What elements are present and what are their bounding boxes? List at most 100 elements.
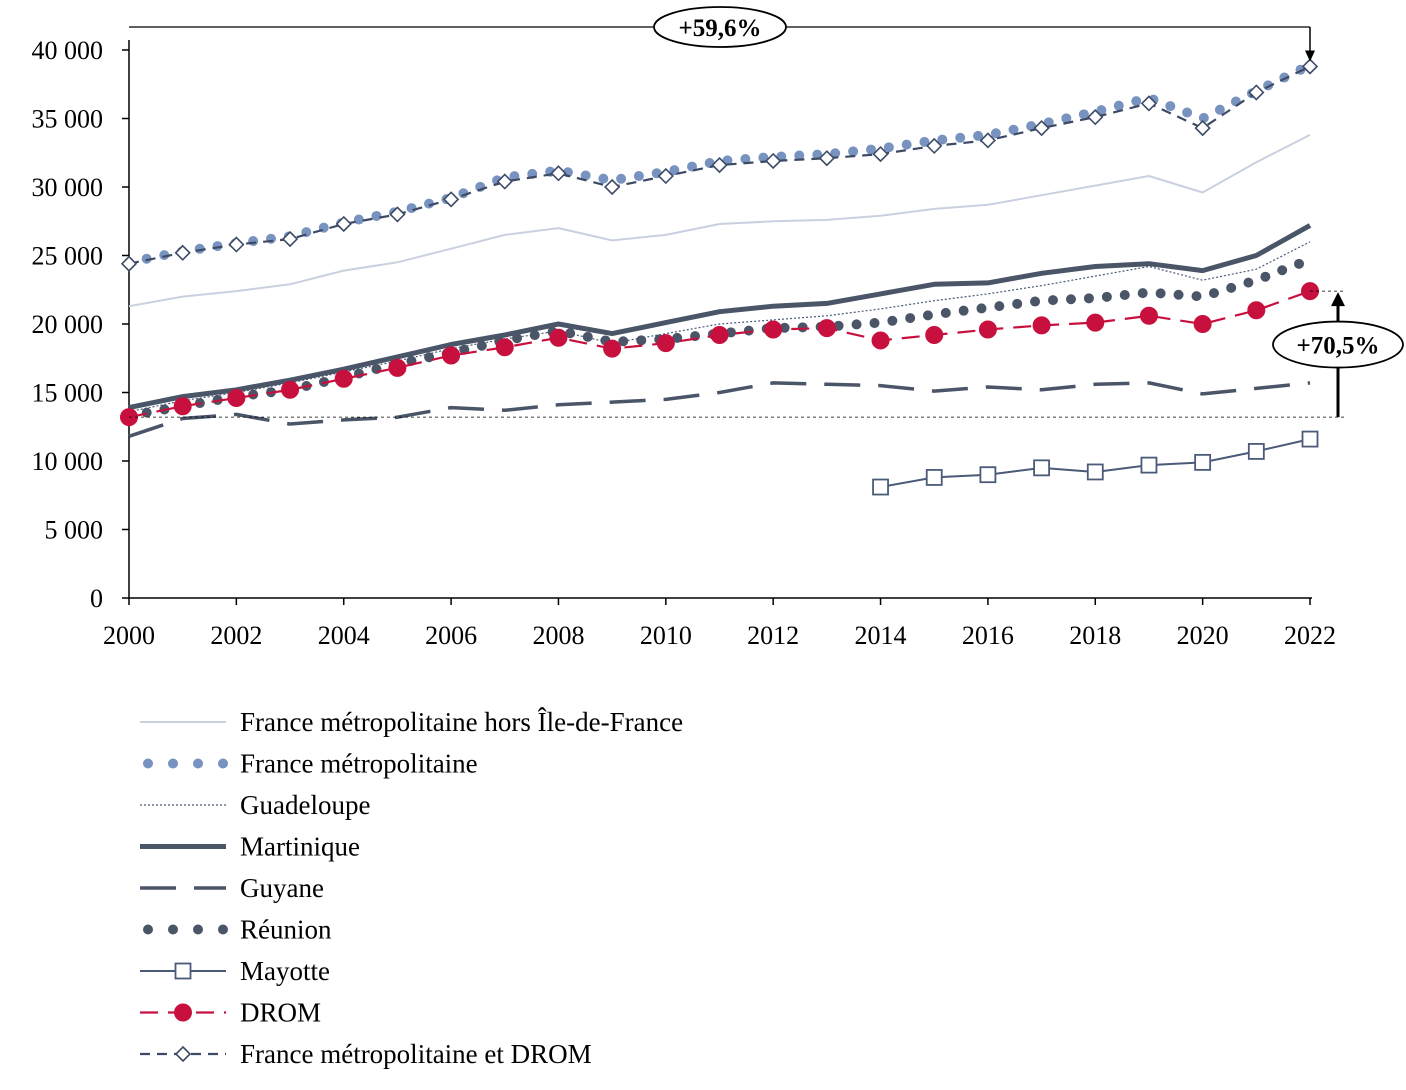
legend-label: Martinique — [240, 832, 360, 862]
circle-marker — [1193, 315, 1212, 333]
x-tick-label: 2012 — [747, 621, 799, 650]
series-line — [128, 223, 1312, 411]
legend: France métropolitaine hors Île-de-France… — [140, 707, 683, 1069]
diamond-marker — [1301, 58, 1319, 75]
series-7 — [120, 282, 1319, 427]
x-tick-label: 2010 — [640, 621, 692, 650]
x-tick-label: 2016 — [962, 621, 1014, 650]
diamond-marker — [604, 178, 621, 196]
x-tick-label: 2006 — [425, 621, 477, 650]
circle-marker — [227, 388, 246, 407]
legend-label: France métropolitaine hors Île-de-France — [240, 707, 683, 737]
circle-marker — [442, 346, 461, 365]
diamond-marker — [657, 167, 674, 185]
circle-marker — [1247, 301, 1266, 320]
y-tick-label: 20 000 — [32, 310, 104, 339]
circle-marker — [925, 325, 944, 344]
series-layer — [120, 58, 1319, 496]
legend-label: France métropolitaine — [240, 749, 478, 779]
y-tick-label: 0 — [90, 584, 103, 613]
y-tick-label: 15 000 — [32, 379, 104, 408]
y-tick-label: 25 000 — [32, 242, 104, 271]
diamond-marker — [120, 255, 138, 272]
series-4 — [128, 381, 1311, 438]
diamond-marker — [1033, 119, 1050, 137]
circle-marker — [1086, 313, 1105, 332]
diamond-marker — [711, 156, 728, 174]
diamond-marker — [1140, 95, 1158, 112]
right-label-bubble — [1272, 320, 1404, 369]
legend-label: Mayotte — [240, 956, 330, 986]
y-tick-label: 30 000 — [32, 173, 104, 202]
diamond-marker — [872, 145, 889, 163]
circle-marker — [388, 358, 407, 377]
series-6 — [872, 430, 1319, 496]
diamond-marker — [335, 215, 352, 233]
legend-label: DROM — [240, 998, 321, 1028]
circle-marker — [764, 320, 783, 339]
legend-label: France métropolitaine et DROM — [240, 1039, 592, 1069]
diamond-marker — [442, 191, 460, 208]
circle-marker — [1139, 306, 1158, 325]
x-tick-label: 2000 — [103, 621, 155, 650]
series-8 — [120, 58, 1319, 272]
diamond-marker — [926, 137, 943, 155]
legend-item: DROM — [140, 998, 321, 1028]
circle-marker — [871, 331, 890, 350]
y-tick-label: 35 000 — [32, 105, 104, 134]
legend-item: Guyane — [140, 873, 324, 903]
circle-marker — [603, 339, 622, 358]
x-tick-label: 2008 — [532, 621, 584, 650]
diamond-marker — [174, 1045, 192, 1063]
circle-marker — [656, 334, 675, 353]
diamond-marker — [979, 132, 997, 149]
diamond-marker — [496, 173, 513, 190]
diamond-marker — [228, 236, 245, 253]
series-line — [128, 134, 1311, 308]
legend-label: Guyane — [240, 873, 324, 903]
right-growth-label: +70,5% — [1297, 333, 1380, 360]
x-tick-label: 2018 — [1069, 621, 1121, 650]
circle-marker — [817, 319, 836, 338]
square-marker — [979, 466, 997, 484]
series-line — [128, 241, 1311, 413]
axes: 0 5 000 10 000 15 000 20 000 25 000 30 000 35 0… — [32, 36, 1337, 650]
diamond-marker — [765, 152, 782, 170]
series-1 — [124, 60, 1315, 268]
circle-marker — [978, 320, 997, 339]
top-label-bubble — [653, 6, 787, 48]
y-tick-label: 5 000 — [45, 516, 104, 545]
legend-item: France métropolitaine hors Île-de-France — [140, 707, 683, 737]
diamond-marker — [1248, 84, 1265, 101]
diamond-marker — [550, 165, 567, 182]
square-marker — [925, 469, 943, 486]
square-marker — [1140, 456, 1158, 474]
square-marker — [1086, 463, 1104, 481]
diamond-marker — [389, 206, 406, 223]
circle-marker — [281, 380, 300, 399]
y-tick-label: 40 000 — [32, 36, 104, 65]
legend-item: Réunion — [143, 915, 332, 945]
legend-label: Réunion — [240, 915, 332, 945]
circle-marker — [549, 328, 568, 347]
circle-marker — [173, 397, 192, 416]
square-marker — [1301, 430, 1319, 448]
legend-item: Martinique — [140, 832, 360, 862]
series-0 — [128, 134, 1311, 308]
diamond-marker — [281, 230, 299, 248]
x-tick-label: 2020 — [1177, 621, 1229, 650]
diamond-marker — [174, 244, 191, 261]
series-line — [128, 381, 1311, 438]
x-tick-label: 2014 — [855, 621, 907, 650]
square-marker — [1194, 453, 1212, 471]
y-tick-label: 10 000 — [32, 447, 104, 476]
square-marker — [1033, 459, 1050, 477]
series-2 — [128, 241, 1311, 413]
x-tick-label: 2002 — [210, 621, 262, 650]
diamond-marker — [1194, 119, 1211, 137]
legend-item: Mayotte — [140, 956, 330, 986]
series-line — [124, 60, 1315, 268]
legend-item: France métropolitaine — [143, 749, 478, 779]
square-marker — [174, 962, 192, 980]
